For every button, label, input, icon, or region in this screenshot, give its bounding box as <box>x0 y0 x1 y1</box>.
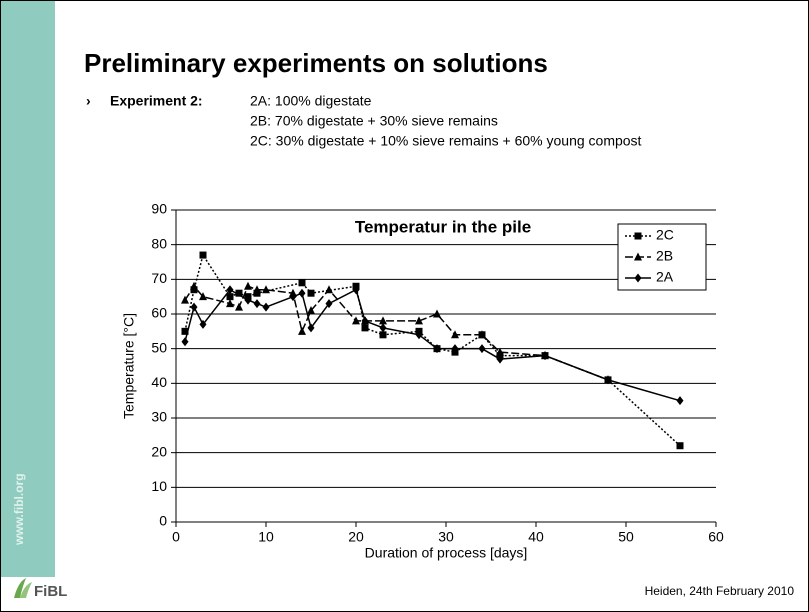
marker <box>361 324 369 332</box>
marker <box>325 299 333 309</box>
logo-leaf <box>20 582 32 598</box>
chart: 0 10 20 30 40 50 60 70 80 90 0 10 20 30 40 50 60 Duration… <box>121 201 724 561</box>
side-bar <box>1 1 55 577</box>
marker <box>496 354 504 364</box>
marker <box>634 232 642 240</box>
series-line <box>184 285 609 381</box>
series-line <box>184 288 681 402</box>
marker <box>199 292 207 301</box>
marker <box>226 285 234 295</box>
legend-label: 2B <box>656 248 673 264</box>
marker <box>226 299 234 308</box>
y-tick-label: 30 <box>151 409 167 425</box>
y-tick-label: 20 <box>151 443 167 459</box>
slide-title: Preliminary experiments on solutions <box>84 48 548 78</box>
x-axis-label: Duration of process [days] <box>365 545 528 561</box>
marker <box>451 330 459 339</box>
bullet-line: 2C: 30% digestate + 10% sieve remains + … <box>250 133 642 149</box>
marker <box>253 299 261 309</box>
y-tick-label: 0 <box>159 513 167 529</box>
y-tick-label: 90 <box>151 201 167 217</box>
marker <box>604 375 612 385</box>
marker <box>181 295 189 304</box>
x-tick-label: 20 <box>348 529 364 545</box>
marker <box>415 330 423 340</box>
marker <box>676 442 684 450</box>
marker <box>415 316 423 325</box>
marker <box>676 396 684 406</box>
marker <box>226 293 234 301</box>
marker <box>262 285 270 294</box>
marker <box>253 285 261 294</box>
marker <box>298 279 306 287</box>
logo-leaf <box>14 578 26 598</box>
chart-title: Temperatur in the pile <box>355 217 531 236</box>
y-tick-label: 10 <box>151 478 167 494</box>
marker <box>289 292 297 302</box>
marker <box>541 351 549 361</box>
footer: Heiden, 24th February 2010 <box>645 584 795 598</box>
marker <box>181 337 189 347</box>
marker <box>307 306 315 315</box>
bullet: › <box>86 93 91 109</box>
legend-label: 2C <box>656 227 674 243</box>
marker <box>634 252 642 261</box>
marker <box>352 285 360 295</box>
marker <box>307 289 315 297</box>
legend-label: 2A <box>656 269 674 285</box>
x-tick-label: 10 <box>258 529 274 545</box>
x-tick-label: 30 <box>438 529 454 545</box>
marker <box>298 288 306 298</box>
marker <box>190 281 198 290</box>
bullet-label: Experiment 2: <box>110 93 203 109</box>
y-tick-label: 80 <box>151 235 167 251</box>
bullet-line: 2A: 100% digestate <box>250 93 372 109</box>
marker <box>325 285 333 294</box>
marker <box>379 331 387 339</box>
marker <box>478 344 486 354</box>
y-tick-label: 40 <box>151 374 167 390</box>
marker <box>190 302 198 312</box>
marker <box>199 251 207 259</box>
marker <box>244 295 252 305</box>
y-axis-label: Temperature [°C] <box>121 313 137 419</box>
marker <box>433 344 441 354</box>
y-tick-label: 70 <box>151 270 167 286</box>
website: www.fibl.org <box>12 473 26 546</box>
marker <box>352 316 360 325</box>
marker <box>379 323 387 333</box>
legend-box <box>617 223 707 291</box>
logo-text: FiBL <box>34 583 67 600</box>
marker <box>235 302 243 311</box>
marker <box>181 327 189 335</box>
marker <box>379 316 387 325</box>
x-tick-label: 60 <box>708 529 724 545</box>
marker <box>244 281 252 290</box>
marker <box>199 319 207 329</box>
logo: FiBL <box>14 578 67 600</box>
y-tick-label: 50 <box>151 339 167 355</box>
marker <box>298 326 306 335</box>
bullet-line: 2B: 70% digestate + 30% sieve remains <box>250 113 498 129</box>
x-tick-label: 40 <box>528 529 544 545</box>
marker <box>496 347 504 356</box>
marker <box>262 302 270 312</box>
marker <box>634 273 642 283</box>
marker <box>433 309 441 318</box>
y-tick-label: 60 <box>151 305 167 321</box>
marker <box>307 323 315 333</box>
x-tick-label: 50 <box>618 529 634 545</box>
marker <box>478 330 486 339</box>
x-tick-label: 0 <box>172 529 180 545</box>
marker <box>451 344 459 354</box>
marker <box>361 316 369 326</box>
marker <box>235 289 243 297</box>
